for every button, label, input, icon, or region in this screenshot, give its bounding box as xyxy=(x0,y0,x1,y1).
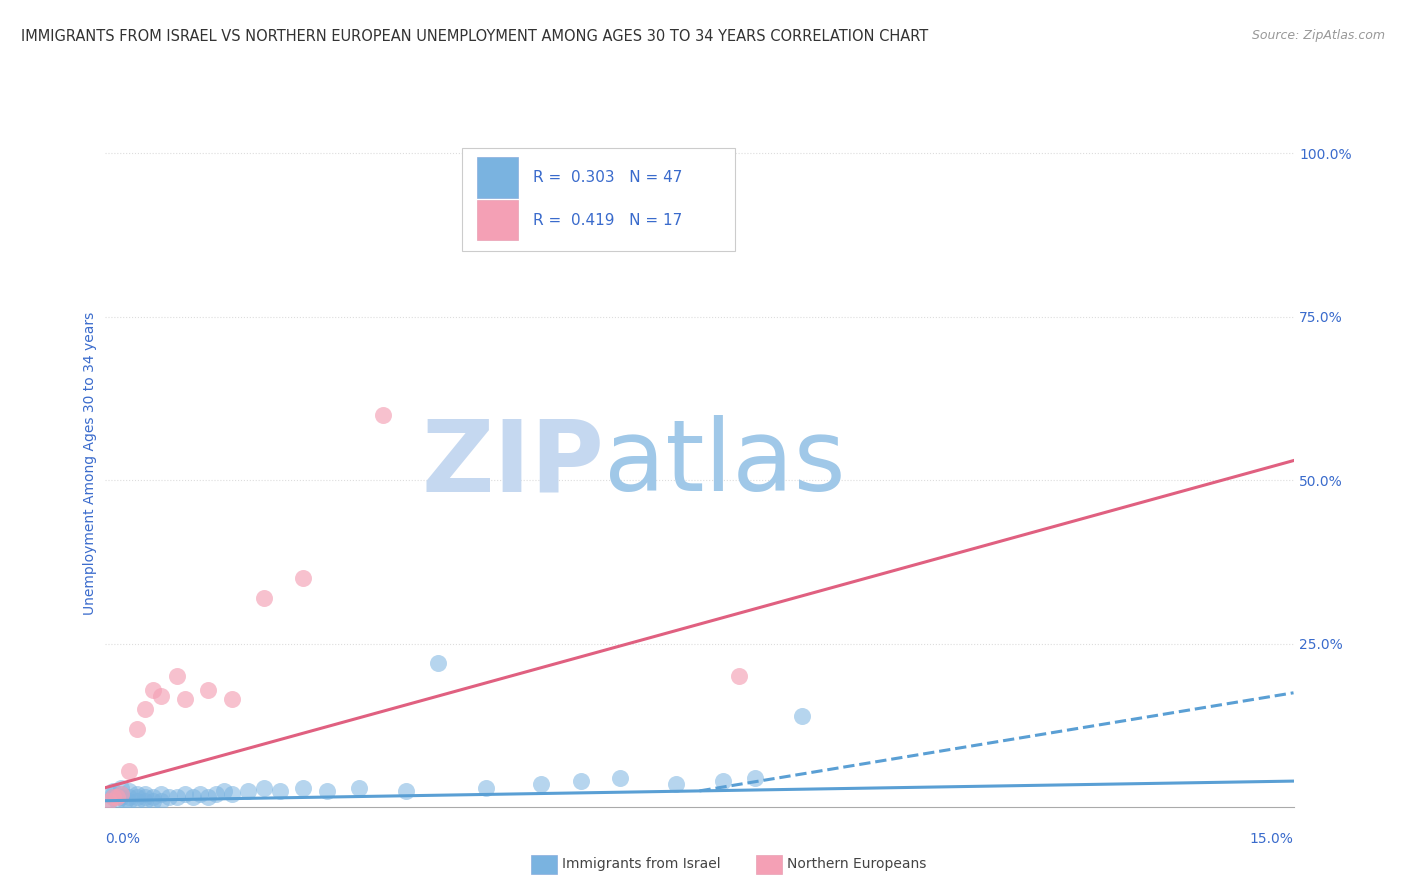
Point xyxy=(98,794,121,808)
Point xyxy=(214,784,236,798)
Point xyxy=(292,571,315,585)
Point xyxy=(103,790,125,805)
Point xyxy=(103,790,125,805)
Point xyxy=(530,777,553,791)
Point xyxy=(103,787,125,801)
Text: Immigrants from Israel: Immigrants from Israel xyxy=(562,857,721,871)
Point xyxy=(166,669,188,683)
Point xyxy=(166,790,188,805)
Point xyxy=(105,790,128,805)
Text: 15.0%: 15.0% xyxy=(1250,832,1294,846)
Point xyxy=(474,780,496,795)
Point xyxy=(221,787,243,801)
Point xyxy=(371,408,394,422)
Text: 0.0%: 0.0% xyxy=(105,832,141,846)
Point xyxy=(292,780,315,795)
Point xyxy=(236,784,259,798)
Point xyxy=(142,790,165,805)
Point xyxy=(105,794,128,808)
Point xyxy=(173,692,195,706)
Point xyxy=(118,764,141,779)
Text: atlas: atlas xyxy=(605,416,846,512)
Point xyxy=(569,774,592,789)
Point xyxy=(118,794,141,808)
Point xyxy=(118,790,141,805)
Point xyxy=(181,790,204,805)
Point xyxy=(134,794,156,808)
Point xyxy=(395,784,418,798)
Point xyxy=(253,591,276,605)
Point xyxy=(103,784,125,798)
Text: R =  0.419   N = 17: R = 0.419 N = 17 xyxy=(533,212,682,227)
Point xyxy=(142,794,165,808)
FancyBboxPatch shape xyxy=(477,157,517,198)
Point xyxy=(744,771,766,785)
Text: IMMIGRANTS FROM ISRAEL VS NORTHERN EUROPEAN UNEMPLOYMENT AMONG AGES 30 TO 34 YEA: IMMIGRANTS FROM ISRAEL VS NORTHERN EUROP… xyxy=(21,29,928,44)
Text: Source: ZipAtlas.com: Source: ZipAtlas.com xyxy=(1251,29,1385,42)
Point xyxy=(134,790,156,805)
Point xyxy=(127,787,149,801)
Point xyxy=(728,669,751,683)
Point xyxy=(609,771,631,785)
Point xyxy=(711,774,734,789)
Point xyxy=(149,689,172,703)
Point xyxy=(118,784,141,798)
Text: ZIP: ZIP xyxy=(422,416,605,512)
FancyBboxPatch shape xyxy=(477,200,517,240)
Text: Northern Europeans: Northern Europeans xyxy=(787,857,927,871)
Point xyxy=(110,787,132,801)
Point xyxy=(316,784,339,798)
Point xyxy=(127,722,149,736)
Text: R =  0.303   N = 47: R = 0.303 N = 47 xyxy=(533,170,682,185)
Point xyxy=(110,787,132,801)
Point xyxy=(110,780,132,795)
Point xyxy=(665,777,688,791)
Point xyxy=(157,790,180,805)
Point xyxy=(197,790,219,805)
Point xyxy=(98,794,121,808)
Point xyxy=(221,692,243,706)
Point xyxy=(427,657,450,671)
Point xyxy=(142,682,165,697)
Point xyxy=(127,790,149,805)
Point xyxy=(114,794,136,808)
Point xyxy=(110,790,132,805)
Point xyxy=(190,787,212,801)
Point xyxy=(149,787,172,801)
Point xyxy=(149,794,172,808)
Point xyxy=(134,787,156,801)
Point xyxy=(173,787,195,801)
FancyBboxPatch shape xyxy=(461,148,735,251)
Point xyxy=(347,780,370,795)
Point xyxy=(205,787,228,801)
Point xyxy=(269,784,291,798)
Point xyxy=(134,702,156,716)
Y-axis label: Unemployment Among Ages 30 to 34 years: Unemployment Among Ages 30 to 34 years xyxy=(83,312,97,615)
Point xyxy=(197,682,219,697)
Point xyxy=(253,780,276,795)
Point xyxy=(127,794,149,808)
Point xyxy=(792,708,814,723)
